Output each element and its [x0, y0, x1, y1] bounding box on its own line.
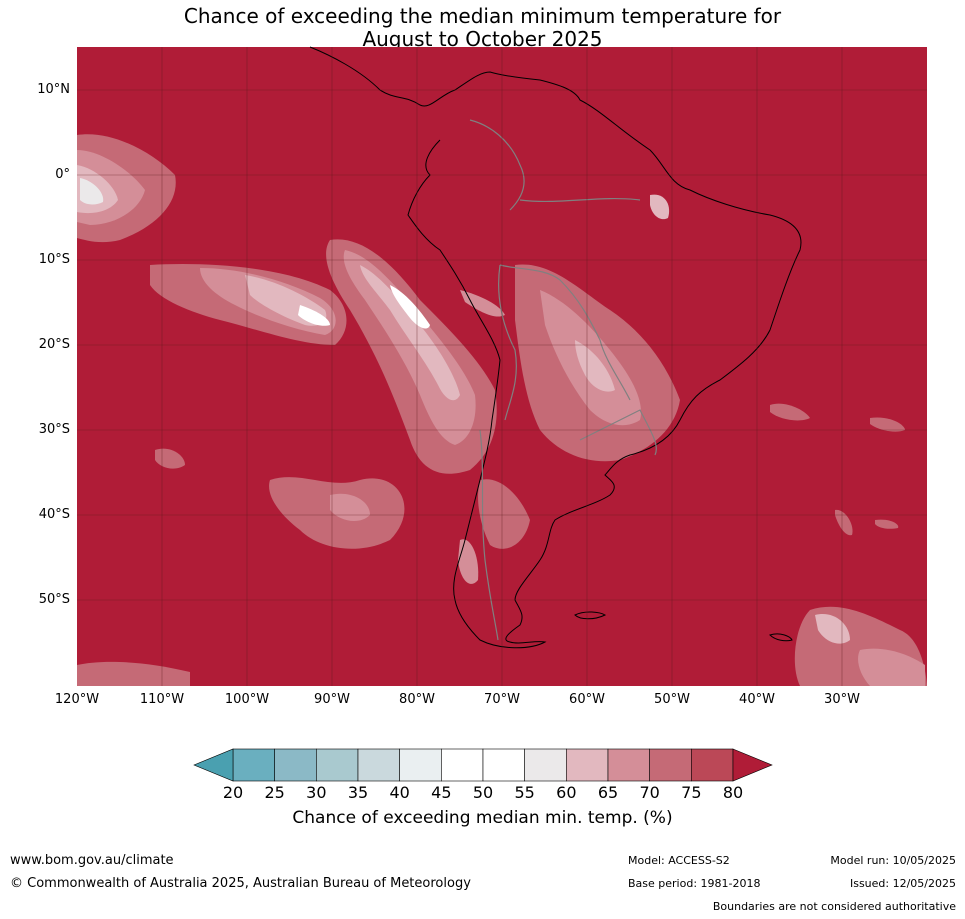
colorbar-cell: [524, 748, 567, 782]
coastlines: [309, 46, 802, 649]
lat-label-20s: 20°S: [38, 337, 70, 352]
colorbar-tick-label: 70: [639, 783, 660, 802]
gridlines: [77, 47, 927, 686]
lon-label-120w: 120°W: [54, 692, 100, 707]
lat-label-10s: 10°S: [38, 252, 70, 267]
base-period-text: Base period: 1981-2018: [628, 877, 761, 890]
colorbar-label: Chance of exceeding median min. temp. (%…: [292, 808, 673, 828]
lat-label-30s: 30°S: [38, 422, 70, 437]
probability-map: [77, 46, 927, 686]
probability-patches: [77, 134, 927, 686]
colorbar-cell: [274, 748, 317, 782]
colorbar-tick-label: 80: [722, 783, 744, 802]
lat-label-50s: 50°S: [38, 592, 70, 607]
colorbar-tick-label: 30: [306, 783, 327, 802]
model-run-text: Model run: 10/05/2025: [830, 854, 956, 867]
colorbar-tick-label: 45: [431, 783, 452, 802]
lon-label-40w: 40°W: [739, 692, 775, 707]
colorbar-cell: [399, 748, 442, 782]
colorbar-cell: [232, 748, 275, 782]
lon-label-80w: 80°W: [399, 692, 435, 707]
colorbar-over-arrow: [732, 748, 773, 782]
map-title-line1: Chance of exceeding the median minimum t…: [183, 4, 782, 28]
colorbar-tick-label: 50: [472, 783, 494, 802]
colorbar-cell: [441, 748, 484, 782]
lon-label-90w: 90°W: [314, 692, 350, 707]
lat-label-40s: 40°S: [38, 507, 70, 522]
country-borders: [469, 119, 657, 641]
colorbar-tick-label: 25: [264, 783, 285, 802]
website-link[interactable]: www.bom.gov.au/climate: [10, 853, 174, 868]
disclaimer-text: Boundaries are not considered authoritat…: [712, 900, 956, 913]
lat-label-10n: 10°N: [37, 82, 70, 97]
lon-label-30w: 30°W: [824, 692, 860, 707]
copyright-text: © Commonwealth of Australia 2025, Austra…: [10, 876, 471, 891]
lon-label-70w: 70°W: [484, 692, 520, 707]
colorbar-cell: [607, 748, 650, 782]
lon-label-50w: 50°W: [654, 692, 690, 707]
colorbar-tick-label: 60: [556, 783, 577, 802]
colorbar-under-arrow: [193, 748, 234, 782]
colorbar-cell: [691, 748, 734, 782]
lon-label-60w: 60°W: [569, 692, 605, 707]
colorbar-cells: [232, 748, 734, 782]
colorbar-cell: [482, 748, 525, 782]
map-title-line2: August to October 2025: [362, 27, 603, 51]
colorbar-tick-label: 55: [514, 783, 535, 802]
colorbar-cell: [649, 748, 692, 782]
colorbar-tick-label: 75: [681, 783, 702, 802]
colorbar-cell: [316, 748, 359, 782]
model-text: Model: ACCESS-S2: [628, 854, 730, 867]
lon-label-100w: 100°W: [224, 692, 270, 707]
lon-label-110w: 110°W: [139, 692, 185, 707]
colorbar-tick-label: 40: [389, 783, 410, 802]
colorbar-tick-label: 65: [597, 783, 619, 802]
lat-label-0: 0°: [55, 167, 70, 182]
issued-text: Issued: 12/05/2025: [849, 877, 956, 890]
colorbar-tick-label: 35: [347, 783, 369, 802]
colorbar-tick-label: 20: [222, 783, 244, 802]
colorbar-cell: [566, 748, 609, 782]
colorbar-cell: [357, 748, 400, 782]
